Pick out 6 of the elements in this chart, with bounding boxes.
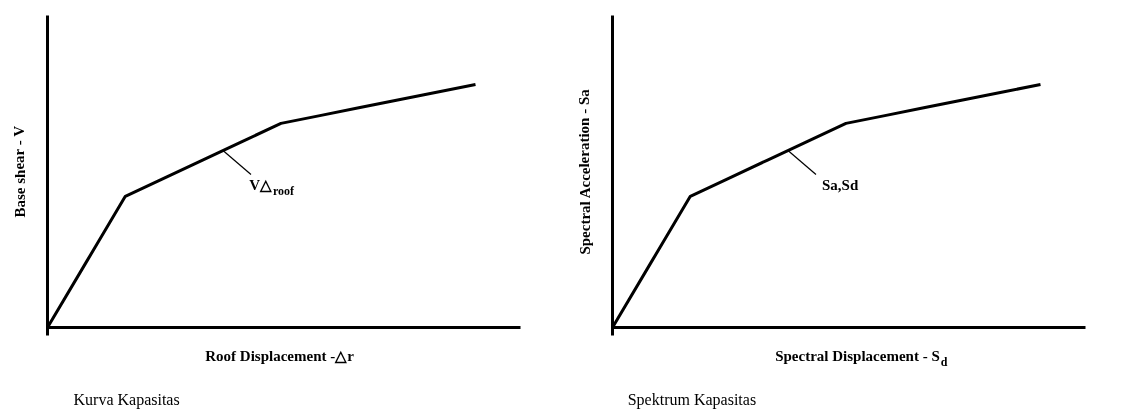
- text: Spektrum Kapasitas: [627, 391, 757, 409]
- y-axis-title: Base shear - V: [11, 125, 28, 218]
- annotation: Sa,Sd: [821, 176, 859, 193]
- text: Kurva Kapasitas: [73, 391, 180, 409]
- x-axis-title: Roof Displacement -△r: [205, 347, 355, 364]
- y-axis-title: Spectral Acceleration - Sa: [576, 88, 593, 255]
